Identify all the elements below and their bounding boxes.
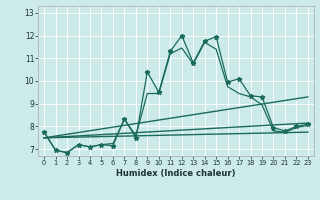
X-axis label: Humidex (Indice chaleur): Humidex (Indice chaleur) — [116, 169, 236, 178]
